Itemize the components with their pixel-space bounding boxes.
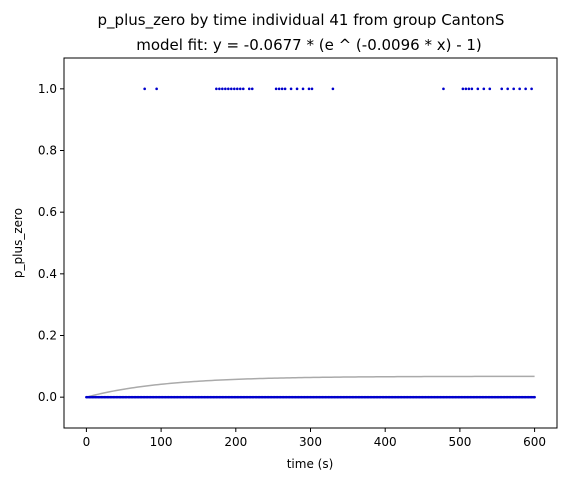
x-tick-label: 200 [224,435,247,449]
y-tick-label: 0.8 [38,144,57,158]
x-tick-label: 600 [523,435,546,449]
data-point-one [307,87,311,91]
chart-title: p_plus_zero by time individual 41 from g… [98,11,505,30]
data-point-one [250,87,254,91]
data-point-one [236,87,239,91]
data-point-one [310,87,314,91]
data-point-one [512,87,515,91]
data-point-one [227,87,230,91]
plot-frame [63,57,558,429]
x-axis-label: time (s) [287,457,334,471]
data-point-one [476,87,480,91]
data-point-one [238,87,242,91]
data-point-one [482,87,486,91]
y-tick-label: 0.2 [38,329,57,343]
data-point-one [500,87,504,91]
data-point-one [524,87,527,91]
data-point-one [467,87,471,91]
x-tick-label: 300 [299,435,322,449]
data-point-zero [533,395,536,399]
data-point-one [280,87,284,91]
data-point-one [230,87,233,91]
data-point-one [215,87,218,91]
data-point-one [143,87,146,91]
x-tick-label: 0 [83,435,91,449]
y-tick-label: 0.0 [38,390,57,404]
data-point-one [224,87,227,91]
data-point-one [277,87,281,91]
y-tick-label: 0.4 [38,267,57,281]
data-point-one [506,87,510,91]
data-point-one [274,87,278,91]
data-point-one [247,87,251,91]
data-point-one [488,87,492,91]
data-point-one [155,87,158,91]
data-point-one [530,87,533,91]
data-point-one [241,87,245,91]
data-point-one [233,87,236,91]
y-tick-label: 0.6 [38,205,57,219]
y-tick-label: 1.0 [38,82,57,96]
y-axis: 0.0 0.2 0.4 0.6 0.8 1.0 [38,82,64,404]
fit-curve [86,375,535,398]
chart-subtitle: model fit: y = -0.0677 * (e ^ (-0.0096 *… [136,36,482,54]
x-tick-label: 500 [448,435,471,449]
data-point-one [218,87,221,91]
data-point-one [289,87,293,91]
data-point-one [442,87,445,91]
data-point-one [461,87,465,91]
data-point-one [464,87,468,91]
data-point-one [470,87,474,91]
data-point-one [221,87,224,91]
data-point-one [283,87,287,91]
x-axis: 0 100 200 300 400 500 600 [83,428,546,449]
data-point-one [301,87,305,91]
x-tick-label: 400 [374,435,397,449]
x-tick-label: 100 [150,435,173,449]
data-point-one [518,87,521,91]
plot-area [85,87,536,399]
y-axis-label: p_plus_zero [11,208,25,278]
data-point-one [331,87,335,91]
data-point-one [295,87,299,91]
